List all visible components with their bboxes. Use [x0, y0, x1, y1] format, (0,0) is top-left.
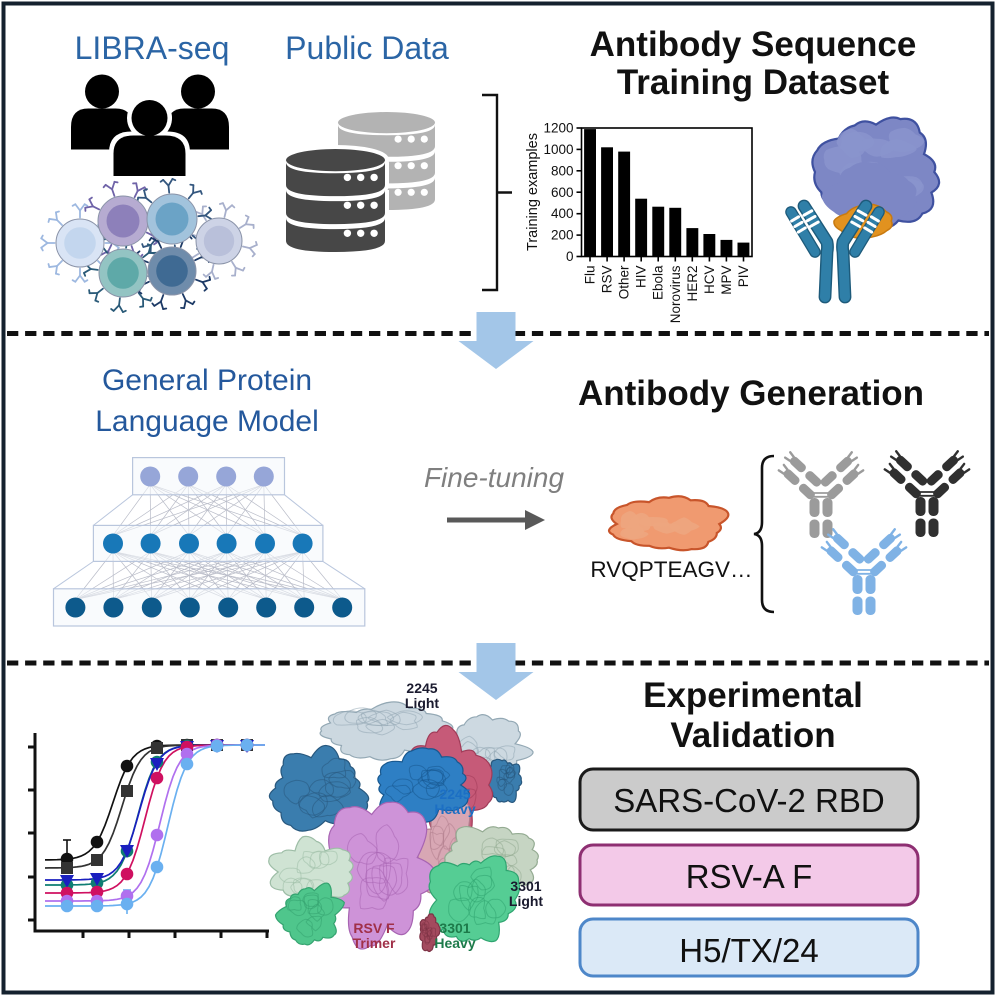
svg-text:HCV: HCV	[702, 266, 717, 295]
svg-text:Flu: Flu	[583, 266, 598, 285]
svg-text:1000: 1000	[543, 142, 573, 157]
svg-text:HIV: HIV	[634, 266, 649, 289]
svg-text:200: 200	[551, 228, 574, 243]
svg-text:PIV: PIV	[736, 266, 751, 288]
svg-text:Ebola: Ebola	[651, 265, 666, 300]
svg-text:Other: Other	[617, 265, 632, 299]
svg-text:600: 600	[551, 185, 574, 200]
svg-text:400: 400	[551, 206, 574, 221]
svg-text:800: 800	[551, 163, 574, 178]
svg-text:0: 0	[566, 249, 574, 264]
svg-text:1200: 1200	[543, 121, 573, 136]
svg-text:HER2: HER2	[685, 266, 700, 302]
svg-text:RSV: RSV	[600, 266, 615, 294]
svg-text:Norovirus: Norovirus	[668, 265, 683, 323]
svg-text:Training examples: Training examples	[525, 133, 541, 251]
svg-text:MPV: MPV	[719, 266, 734, 295]
